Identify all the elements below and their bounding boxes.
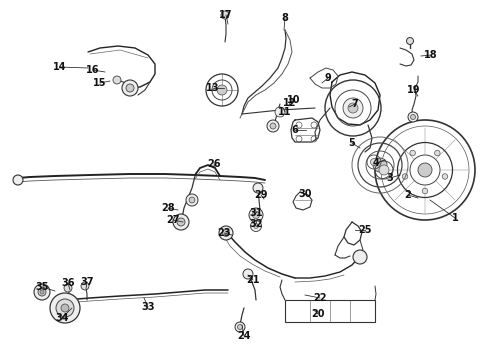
Text: 35: 35 bbox=[35, 282, 49, 292]
Text: 32: 32 bbox=[249, 219, 263, 229]
Text: 8: 8 bbox=[282, 13, 289, 23]
Circle shape bbox=[189, 197, 195, 203]
Circle shape bbox=[217, 85, 227, 95]
Circle shape bbox=[275, 107, 285, 117]
Text: 22: 22 bbox=[313, 293, 327, 303]
Text: 24: 24 bbox=[237, 331, 251, 341]
Text: 33: 33 bbox=[141, 302, 155, 312]
Circle shape bbox=[219, 226, 233, 240]
Bar bbox=[285, 300, 375, 322]
Text: 26: 26 bbox=[207, 159, 221, 169]
Circle shape bbox=[40, 290, 44, 294]
Circle shape bbox=[235, 322, 245, 332]
Text: 36: 36 bbox=[61, 278, 75, 288]
Text: 11: 11 bbox=[278, 107, 292, 117]
Text: 18: 18 bbox=[424, 50, 438, 60]
Circle shape bbox=[402, 174, 408, 179]
Circle shape bbox=[250, 220, 262, 231]
Circle shape bbox=[373, 158, 387, 172]
Circle shape bbox=[253, 183, 263, 193]
Text: 4: 4 bbox=[372, 158, 379, 168]
Circle shape bbox=[348, 103, 358, 113]
Text: 12: 12 bbox=[283, 98, 297, 108]
Text: 14: 14 bbox=[53, 62, 67, 72]
Circle shape bbox=[113, 76, 121, 84]
Text: 7: 7 bbox=[352, 99, 358, 109]
Circle shape bbox=[252, 211, 260, 219]
Text: 23: 23 bbox=[217, 228, 231, 238]
Circle shape bbox=[418, 163, 432, 177]
Circle shape bbox=[422, 188, 428, 194]
Text: 2: 2 bbox=[405, 190, 412, 200]
Circle shape bbox=[379, 165, 389, 175]
Circle shape bbox=[270, 123, 276, 129]
Circle shape bbox=[243, 269, 253, 279]
Circle shape bbox=[126, 84, 134, 92]
Text: 15: 15 bbox=[93, 78, 107, 88]
Text: 27: 27 bbox=[166, 215, 180, 225]
Circle shape bbox=[411, 114, 416, 120]
Circle shape bbox=[442, 174, 448, 179]
Circle shape bbox=[13, 175, 23, 185]
Text: 13: 13 bbox=[206, 83, 220, 93]
Circle shape bbox=[64, 284, 72, 292]
Text: 1: 1 bbox=[452, 213, 458, 223]
Circle shape bbox=[353, 250, 367, 264]
Circle shape bbox=[267, 120, 279, 132]
Text: 30: 30 bbox=[298, 189, 312, 199]
Circle shape bbox=[253, 224, 259, 229]
Text: 5: 5 bbox=[348, 138, 355, 148]
Circle shape bbox=[38, 288, 46, 296]
Circle shape bbox=[122, 80, 138, 96]
Text: 31: 31 bbox=[249, 208, 263, 218]
Circle shape bbox=[81, 282, 89, 290]
Circle shape bbox=[56, 299, 74, 317]
Circle shape bbox=[61, 304, 69, 312]
Circle shape bbox=[177, 218, 185, 226]
Text: 16: 16 bbox=[86, 65, 100, 75]
Circle shape bbox=[50, 293, 80, 323]
Text: 10: 10 bbox=[287, 95, 301, 105]
Text: 28: 28 bbox=[161, 203, 175, 213]
Text: 29: 29 bbox=[254, 190, 268, 200]
Text: 20: 20 bbox=[311, 309, 325, 319]
Text: 17: 17 bbox=[219, 10, 233, 20]
Circle shape bbox=[343, 98, 363, 118]
Circle shape bbox=[173, 214, 189, 230]
Circle shape bbox=[249, 208, 263, 222]
Circle shape bbox=[34, 284, 50, 300]
Circle shape bbox=[238, 324, 243, 329]
Text: 6: 6 bbox=[292, 125, 298, 135]
Circle shape bbox=[408, 112, 418, 122]
Text: 19: 19 bbox=[407, 85, 421, 95]
Circle shape bbox=[407, 37, 414, 45]
Text: 25: 25 bbox=[358, 225, 372, 235]
Text: 34: 34 bbox=[55, 313, 69, 323]
Circle shape bbox=[435, 150, 440, 156]
Circle shape bbox=[221, 11, 229, 19]
Circle shape bbox=[370, 158, 377, 166]
Text: 3: 3 bbox=[387, 173, 393, 183]
Text: 21: 21 bbox=[246, 275, 260, 285]
Circle shape bbox=[222, 230, 229, 237]
Text: 37: 37 bbox=[80, 277, 94, 287]
Circle shape bbox=[410, 150, 416, 156]
Text: 9: 9 bbox=[325, 73, 331, 83]
Circle shape bbox=[186, 194, 198, 206]
